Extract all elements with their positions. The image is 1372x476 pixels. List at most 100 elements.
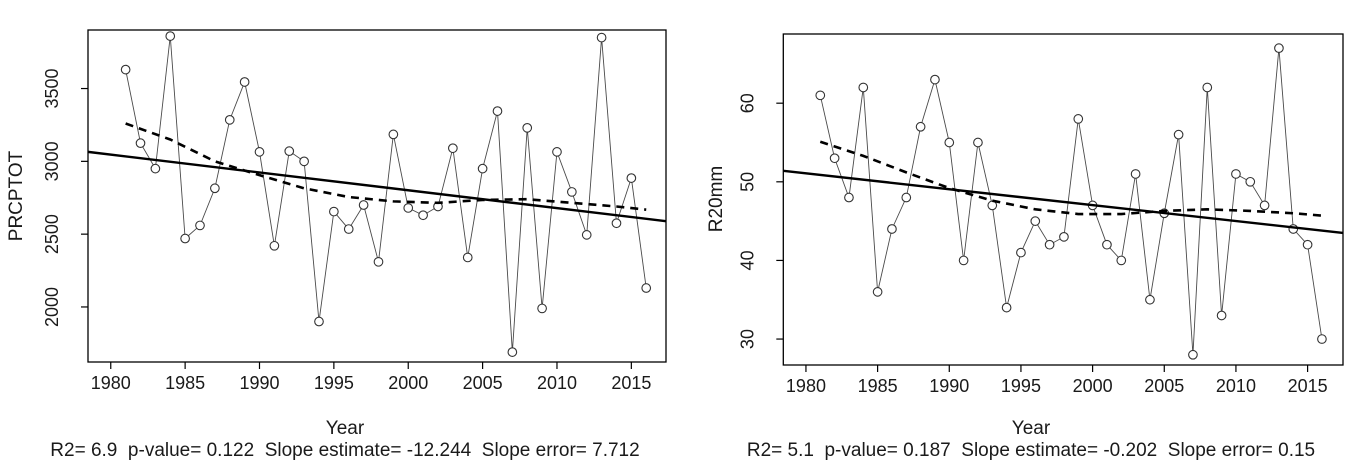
data-point-marker (566, 187, 577, 197)
y-axis-title: R20mm (706, 166, 727, 233)
data-point-marker (930, 74, 940, 85)
x-axis-tick-label: 2000 (1073, 376, 1113, 396)
smooth-line (125, 122, 647, 211)
data-point-marker (844, 192, 854, 203)
data-point-marker (915, 121, 926, 132)
x-axis-tick-label: 2010 (537, 373, 577, 393)
data-point-marker (284, 146, 295, 157)
y-axis-tick-label: 2500 (42, 214, 62, 254)
x-axis-tick-label: 1995 (314, 373, 354, 393)
data-point-marker (611, 218, 622, 229)
data-point-marker (537, 303, 547, 314)
data-point-marker (944, 137, 955, 148)
data-point-marker (373, 256, 384, 267)
data-point-marker (1001, 302, 1012, 313)
data-point-marker (418, 210, 428, 221)
data-point-marker (477, 163, 488, 174)
data-point-marker (1202, 82, 1213, 93)
data-point-marker (492, 106, 503, 116)
data-point-marker (224, 114, 235, 125)
y-axis-tick-label: 50 (737, 172, 757, 192)
data-point-marker (1145, 294, 1155, 305)
data-point-marker (1245, 176, 1256, 187)
x-axis-tick-label: 1995 (1001, 376, 1041, 396)
data-point-marker (1030, 216, 1041, 226)
data-point-marker (887, 224, 897, 234)
data-point-marker (358, 200, 369, 210)
r20mm-trend-chart: 1980 1985 1990 1995 2000 2005 2010 2015 30 40 50 60… (706, 33, 1344, 396)
data-point-marker (522, 123, 533, 133)
data-point-marker (195, 220, 205, 231)
y-axis-tick-label: 40 (737, 250, 757, 270)
data-point-marker (299, 156, 309, 167)
data-point-marker (239, 77, 250, 87)
data-point-marker (403, 203, 414, 213)
data-point-marker (1116, 255, 1127, 266)
data-point-marker (343, 224, 354, 234)
smooth-line (819, 140, 1323, 217)
data-point-marker (987, 200, 998, 211)
data-point-marker (1216, 310, 1227, 321)
y-axis-title: PRCPTOT (6, 150, 27, 241)
data-point-marker (135, 138, 146, 148)
r20mm-x-axis-title: Year (1011, 418, 1051, 439)
data-point-marker (1231, 169, 1241, 179)
data-point-marker (1302, 239, 1313, 250)
x-axis-tick-label: 1985 (165, 373, 205, 393)
data-point-marker (150, 163, 161, 174)
data-point-marker (858, 82, 869, 93)
data-point-marker (641, 283, 652, 293)
x-axis-tick-label: 1980 (786, 376, 826, 396)
data-point-marker (901, 192, 912, 203)
r20mm-stats-caption: R2= 5.1 p-value= 0.187 Slope estimate= -… (746, 440, 1316, 461)
data-point-marker (1259, 200, 1270, 211)
data-point-marker (1173, 129, 1184, 140)
data-point-marker (165, 31, 176, 41)
y-axis-tick-label: 2000 (42, 287, 62, 327)
data-point-marker (829, 153, 840, 164)
x-axis-tick-label: 2015 (611, 373, 651, 393)
data-point-marker (973, 137, 983, 148)
data-point-marker (1073, 114, 1084, 124)
prcptot-trend-chart: 1980 1985 1990 1995 2000 2005 2010 2015 2000 2500… (6, 29, 667, 393)
data-point-marker (388, 129, 399, 140)
data-point-marker (254, 147, 265, 157)
x-axis-tick-label: 2005 (463, 373, 503, 393)
x-axis-tick-label: 1990 (239, 373, 279, 393)
y-axis-tick-label: 30 (737, 329, 757, 349)
data-point-marker (958, 255, 969, 266)
data-point-marker (210, 183, 220, 194)
x-axis-tick-label: 2010 (1216, 376, 1256, 396)
data-series-line (819, 48, 1323, 355)
data-series-line (125, 36, 647, 353)
data-point-marker (269, 240, 280, 251)
x-axis-tick-label: 1990 (929, 376, 969, 396)
data-point-marker (1016, 247, 1026, 258)
data-point-marker (314, 316, 324, 327)
data-point-marker (1044, 239, 1055, 250)
data-point-marker (180, 233, 190, 244)
plot-box (87, 29, 667, 363)
data-point-marker (120, 64, 131, 75)
prcptot-stats-caption: R2= 6.9 p-value= 0.122 Slope estimate= -… (50, 440, 640, 461)
prcptot-x-axis-title: Year (325, 418, 365, 439)
x-axis-tick-label: 2000 (388, 373, 428, 393)
data-point-marker (626, 173, 637, 183)
data-point-marker (596, 32, 607, 43)
data-point-marker (448, 143, 458, 154)
x-axis-tick-label: 1985 (858, 376, 898, 396)
data-point-marker (552, 147, 562, 157)
data-point-marker (1317, 334, 1327, 344)
trend-line (783, 169, 1344, 235)
x-axis-tick-label: 2005 (1144, 376, 1184, 396)
data-point-marker (815, 90, 826, 101)
data-point-marker (1274, 43, 1284, 54)
data-point-marker (872, 287, 883, 297)
data-point-marker (462, 252, 473, 263)
data-point-marker (1130, 169, 1141, 179)
y-axis-tick-label: 60 (737, 93, 757, 113)
x-axis-tick-label: 2015 (1288, 376, 1328, 396)
x-axis-tick-label: 1980 (91, 373, 131, 393)
data-point-marker (329, 206, 339, 217)
